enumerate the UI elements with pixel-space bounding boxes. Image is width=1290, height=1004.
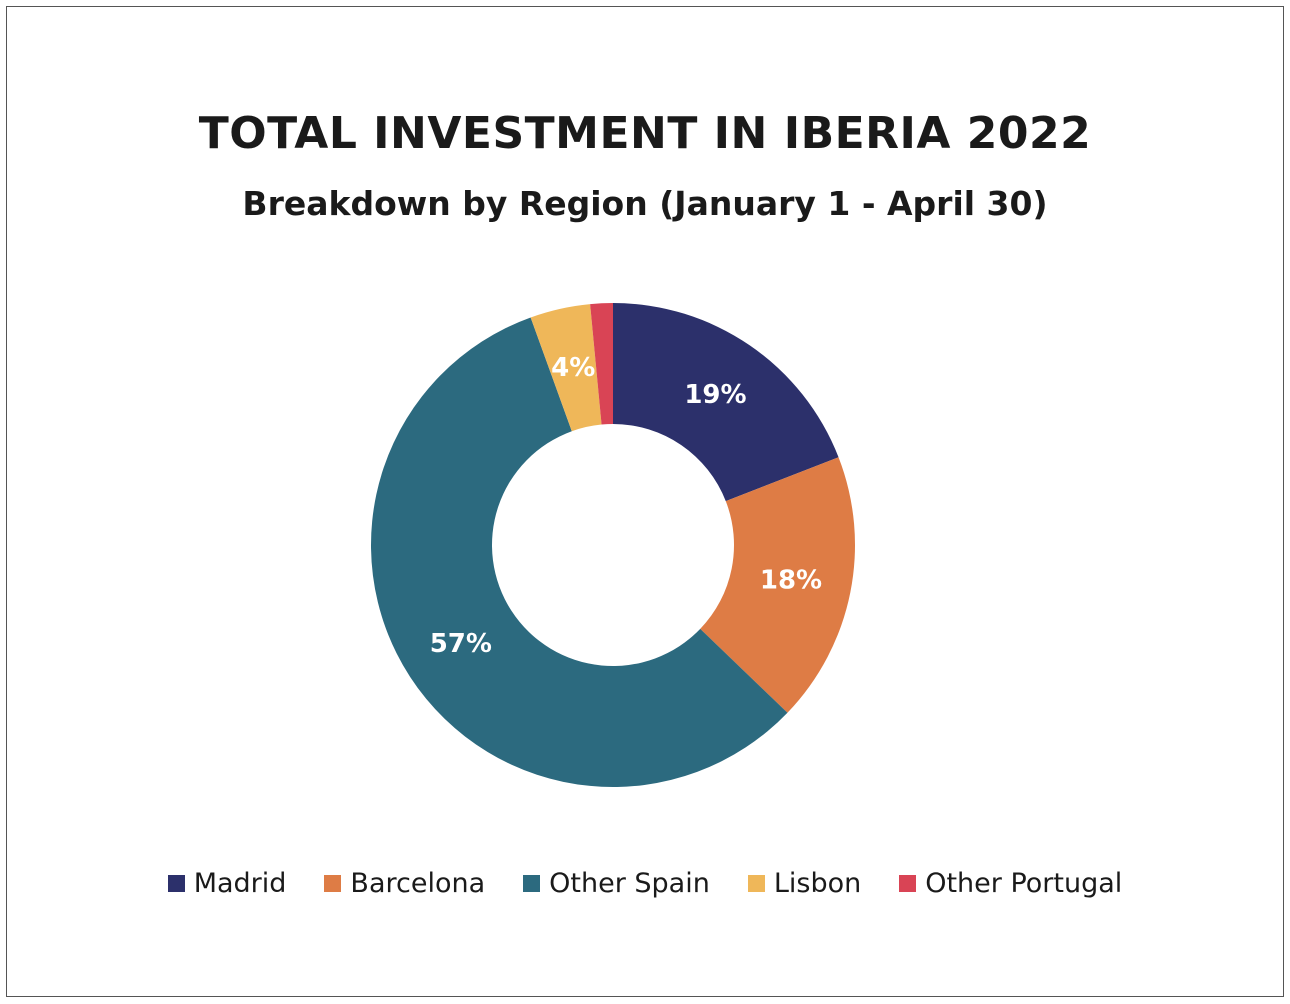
legend-label: Other Portugal	[925, 868, 1123, 899]
slice-madrid	[613, 303, 839, 502]
chart-frame	[6, 6, 1284, 997]
legend-label: Other Spain	[549, 868, 710, 899]
legend-swatch	[167, 875, 185, 892]
legend-swatch	[747, 875, 765, 892]
legend-swatch	[324, 875, 342, 892]
chart-title: TOTAL INVESTMENT IN IBERIA 2022	[198, 108, 1092, 159]
legend-item-barcelona: Barcelona	[324, 868, 485, 899]
legend-item-other-portugal: Other Portugal	[899, 868, 1122, 899]
data-label-madrid: 19%	[684, 380, 746, 410]
legend-item-other-spain: Other Spain	[523, 868, 710, 899]
slice-other-portugal	[590, 303, 613, 425]
legend-label: Lisbon	[773, 868, 862, 899]
chart-subtitle: Breakdown by Region (January 1 - April 3…	[242, 184, 1048, 223]
data-label-barcelona: 18%	[760, 566, 822, 596]
legend-label: Barcelona	[350, 868, 486, 899]
legend-item-madrid: Madrid	[167, 868, 287, 899]
legend-swatch	[899, 875, 917, 892]
data-label-other-spain: 57%	[430, 629, 492, 659]
legend-item-lisbon: Lisbon	[747, 868, 862, 899]
legend-label: Madrid	[193, 868, 287, 899]
chart-legend: Madrid Barcelona Other Spain Lisbon Other Po…	[0, 868, 1290, 899]
slice-other-spain	[370, 317, 788, 787]
slice-lisbon	[530, 304, 602, 432]
legend-swatch	[523, 875, 541, 892]
data-label-lisbon: 4%	[551, 353, 595, 383]
slice-barcelona	[700, 457, 855, 713]
